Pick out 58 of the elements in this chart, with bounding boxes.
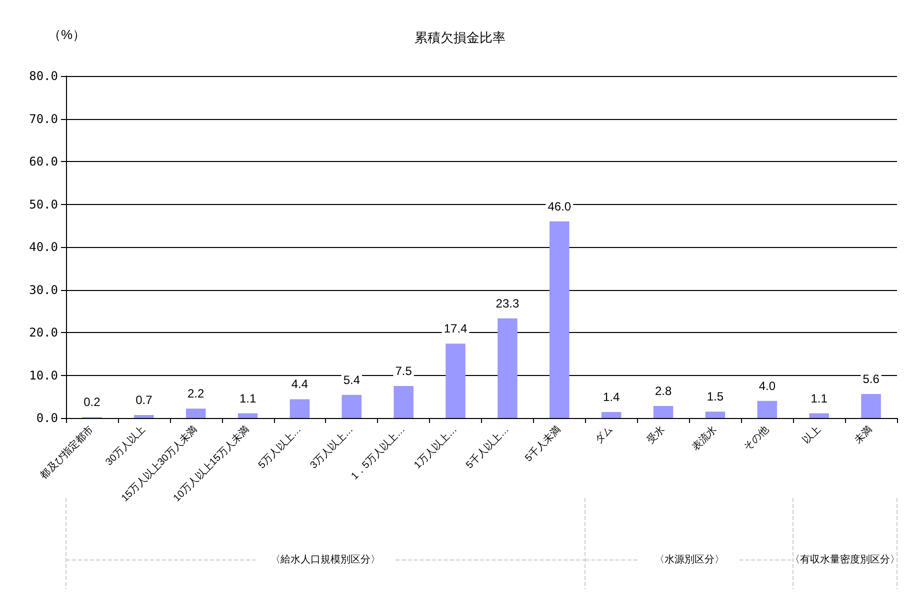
text: 〈有収水量密度別区分〉 — [790, 554, 900, 566]
bar — [861, 394, 881, 418]
bar — [342, 394, 362, 418]
x-tick-label: 未満 — [852, 423, 875, 446]
data-label: 23.3 — [496, 296, 520, 310]
text: 〈給水人口規模別区分〉 — [270, 554, 381, 566]
data-label: 5.6 — [862, 372, 880, 386]
y-tick-label: 20.0 — [29, 326, 58, 340]
data-label: 1.5 — [706, 390, 724, 404]
data-label: 2.8 — [654, 384, 672, 398]
x-tick-label: 以上 — [800, 423, 823, 446]
y-tick-label: 10.0 — [29, 368, 58, 382]
data-label: 7.5 — [395, 364, 412, 378]
y-tick-label: 70.0 — [29, 112, 58, 126]
x-tick-label: 30万人以上 — [103, 423, 148, 468]
bar — [550, 221, 570, 418]
bar — [290, 399, 310, 418]
data-label: 4.0 — [758, 378, 776, 393]
data-label: 0.7 — [136, 393, 153, 408]
data-label: 0.2 — [84, 395, 101, 410]
x-tick-label: 都及び指定都市 — [38, 423, 96, 482]
data-label: 46.0 — [548, 199, 572, 214]
bar — [601, 412, 622, 418]
y-tick-label: 60.0 — [29, 154, 58, 168]
bar — [394, 386, 414, 418]
bar — [498, 318, 518, 418]
x-tick-label: 受水 — [644, 423, 668, 446]
bar — [653, 406, 674, 418]
data-label: 1.1 — [810, 391, 828, 406]
x-tick-label: 1万人以上… — [412, 423, 460, 472]
chart-title: 累積欠損金比率 — [414, 30, 506, 45]
y-tick-label: 50.0 — [29, 197, 58, 212]
x-tick-label: ダム — [592, 423, 616, 446]
bar — [757, 400, 778, 418]
y-tick-label: 80.0 — [29, 69, 58, 83]
data-label: 1.1 — [239, 391, 256, 406]
bar — [134, 415, 154, 418]
y-axis-title: （%） — [48, 27, 86, 42]
x-tick-label: その他 — [741, 423, 772, 454]
bar — [238, 413, 258, 418]
y-tick-label: 30.0 — [29, 282, 58, 297]
x-tick-label: 表流水 — [689, 423, 720, 454]
x-tick-label: 5千人未満 — [522, 423, 564, 464]
bar — [446, 344, 466, 418]
x-tick-label: 3万人以上… — [308, 423, 356, 472]
data-label: 4.4 — [291, 377, 308, 392]
bar — [809, 413, 829, 418]
x-tick-label: 5千人以上… — [464, 423, 512, 472]
y-tick-label: 0.0 — [36, 411, 58, 425]
text: 〈水源別区分〉 — [654, 554, 724, 566]
y-tick-label: 40.0 — [29, 240, 58, 254]
bar — [705, 412, 726, 418]
data-label: 2.2 — [188, 386, 205, 401]
bar — [186, 408, 206, 418]
x-tick-label: 5万人以上… — [256, 423, 304, 472]
data-label: 5.4 — [343, 372, 360, 387]
data-label: 1.4 — [603, 390, 620, 404]
data-label: 17.4 — [444, 322, 468, 336]
